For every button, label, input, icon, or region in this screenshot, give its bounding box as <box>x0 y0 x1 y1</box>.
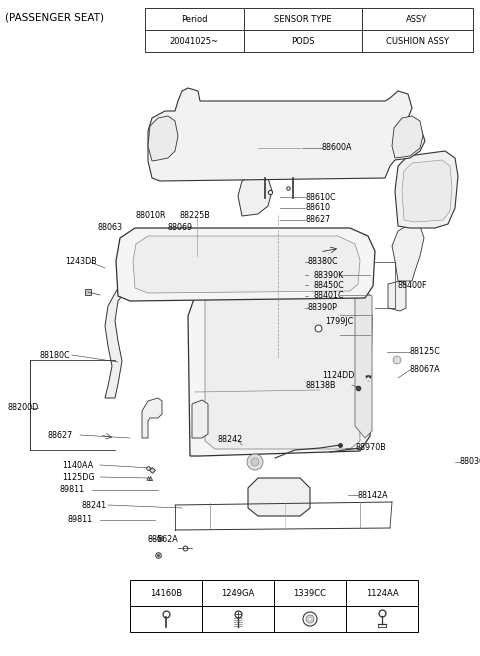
Circle shape <box>393 356 401 364</box>
Text: 1125DG: 1125DG <box>62 472 95 482</box>
Polygon shape <box>248 478 310 516</box>
Text: (PASSENGER SEAT): (PASSENGER SEAT) <box>5 12 104 22</box>
Text: 88562A: 88562A <box>148 535 179 544</box>
Text: 88390P: 88390P <box>308 304 338 312</box>
Text: 88610: 88610 <box>305 203 330 213</box>
Bar <box>362 8 473 30</box>
Text: 88125C: 88125C <box>410 348 441 356</box>
Text: 88069: 88069 <box>168 224 193 232</box>
Text: 88600A: 88600A <box>322 144 352 152</box>
Text: 88030R: 88030R <box>460 457 480 466</box>
Text: 1243DB: 1243DB <box>65 258 97 266</box>
Text: 88450C: 88450C <box>314 281 345 289</box>
Bar <box>346 580 418 606</box>
Text: ASSY: ASSY <box>407 14 428 24</box>
Circle shape <box>247 454 263 470</box>
Polygon shape <box>192 400 208 438</box>
Text: PODS: PODS <box>291 37 315 45</box>
Circle shape <box>251 458 259 466</box>
Text: 1124AA: 1124AA <box>366 588 398 598</box>
Bar <box>274 606 346 632</box>
Text: 88063: 88063 <box>98 224 123 232</box>
Bar <box>130 606 202 632</box>
Bar <box>145 30 244 52</box>
Text: 89811: 89811 <box>68 516 93 525</box>
Text: 88241: 88241 <box>82 501 107 510</box>
Bar <box>202 580 274 606</box>
Bar <box>145 8 244 30</box>
Text: 1339CC: 1339CC <box>293 588 326 598</box>
Polygon shape <box>355 291 372 438</box>
Text: 88180C: 88180C <box>40 350 71 359</box>
Text: 88627: 88627 <box>305 216 330 224</box>
Text: 1140AA: 1140AA <box>62 461 93 470</box>
Polygon shape <box>238 174 272 216</box>
Bar <box>346 606 418 632</box>
Bar <box>202 606 274 632</box>
Text: 88142A: 88142A <box>358 491 389 499</box>
Circle shape <box>303 612 317 626</box>
Polygon shape <box>148 116 178 161</box>
Text: 88970B: 88970B <box>355 443 386 453</box>
Polygon shape <box>133 236 360 293</box>
Text: 88390K: 88390K <box>314 270 344 279</box>
Text: 14160B: 14160B <box>150 588 182 598</box>
Ellipse shape <box>168 240 182 264</box>
Text: 1799JC: 1799JC <box>325 318 353 327</box>
Text: 88010R: 88010R <box>136 211 167 220</box>
Polygon shape <box>188 284 372 456</box>
Text: 88200D: 88200D <box>8 403 39 413</box>
Text: 88401C: 88401C <box>314 291 345 300</box>
Polygon shape <box>395 151 458 228</box>
Circle shape <box>306 615 314 623</box>
Text: 88610C: 88610C <box>305 192 336 201</box>
Text: 89811: 89811 <box>60 485 85 495</box>
Polygon shape <box>116 228 375 301</box>
Text: CUSHION ASSY: CUSHION ASSY <box>385 37 448 45</box>
Text: Period: Period <box>181 14 207 24</box>
Text: 88138B: 88138B <box>305 380 336 390</box>
Text: 88242: 88242 <box>218 436 243 445</box>
Ellipse shape <box>170 258 180 272</box>
Polygon shape <box>105 281 130 398</box>
Bar <box>244 30 362 52</box>
Polygon shape <box>392 224 424 281</box>
Polygon shape <box>142 398 162 438</box>
Text: 1249GA: 1249GA <box>221 588 254 598</box>
Bar <box>130 580 202 606</box>
Polygon shape <box>148 88 425 181</box>
Text: 1124DD: 1124DD <box>322 371 354 380</box>
Text: 88067A: 88067A <box>410 365 441 375</box>
Circle shape <box>308 617 312 621</box>
Polygon shape <box>388 281 406 311</box>
Bar <box>274 580 346 606</box>
Text: 88225B: 88225B <box>180 211 211 220</box>
Text: SENSOR TYPE: SENSOR TYPE <box>274 14 332 24</box>
Text: 88400F: 88400F <box>398 281 428 289</box>
Text: 20041025~: 20041025~ <box>169 37 218 45</box>
Bar <box>362 30 473 52</box>
Polygon shape <box>392 116 423 158</box>
Text: 88380C: 88380C <box>308 258 338 266</box>
Polygon shape <box>402 160 452 222</box>
Polygon shape <box>205 291 360 449</box>
Bar <box>244 8 362 30</box>
Text: 88627: 88627 <box>48 430 73 440</box>
